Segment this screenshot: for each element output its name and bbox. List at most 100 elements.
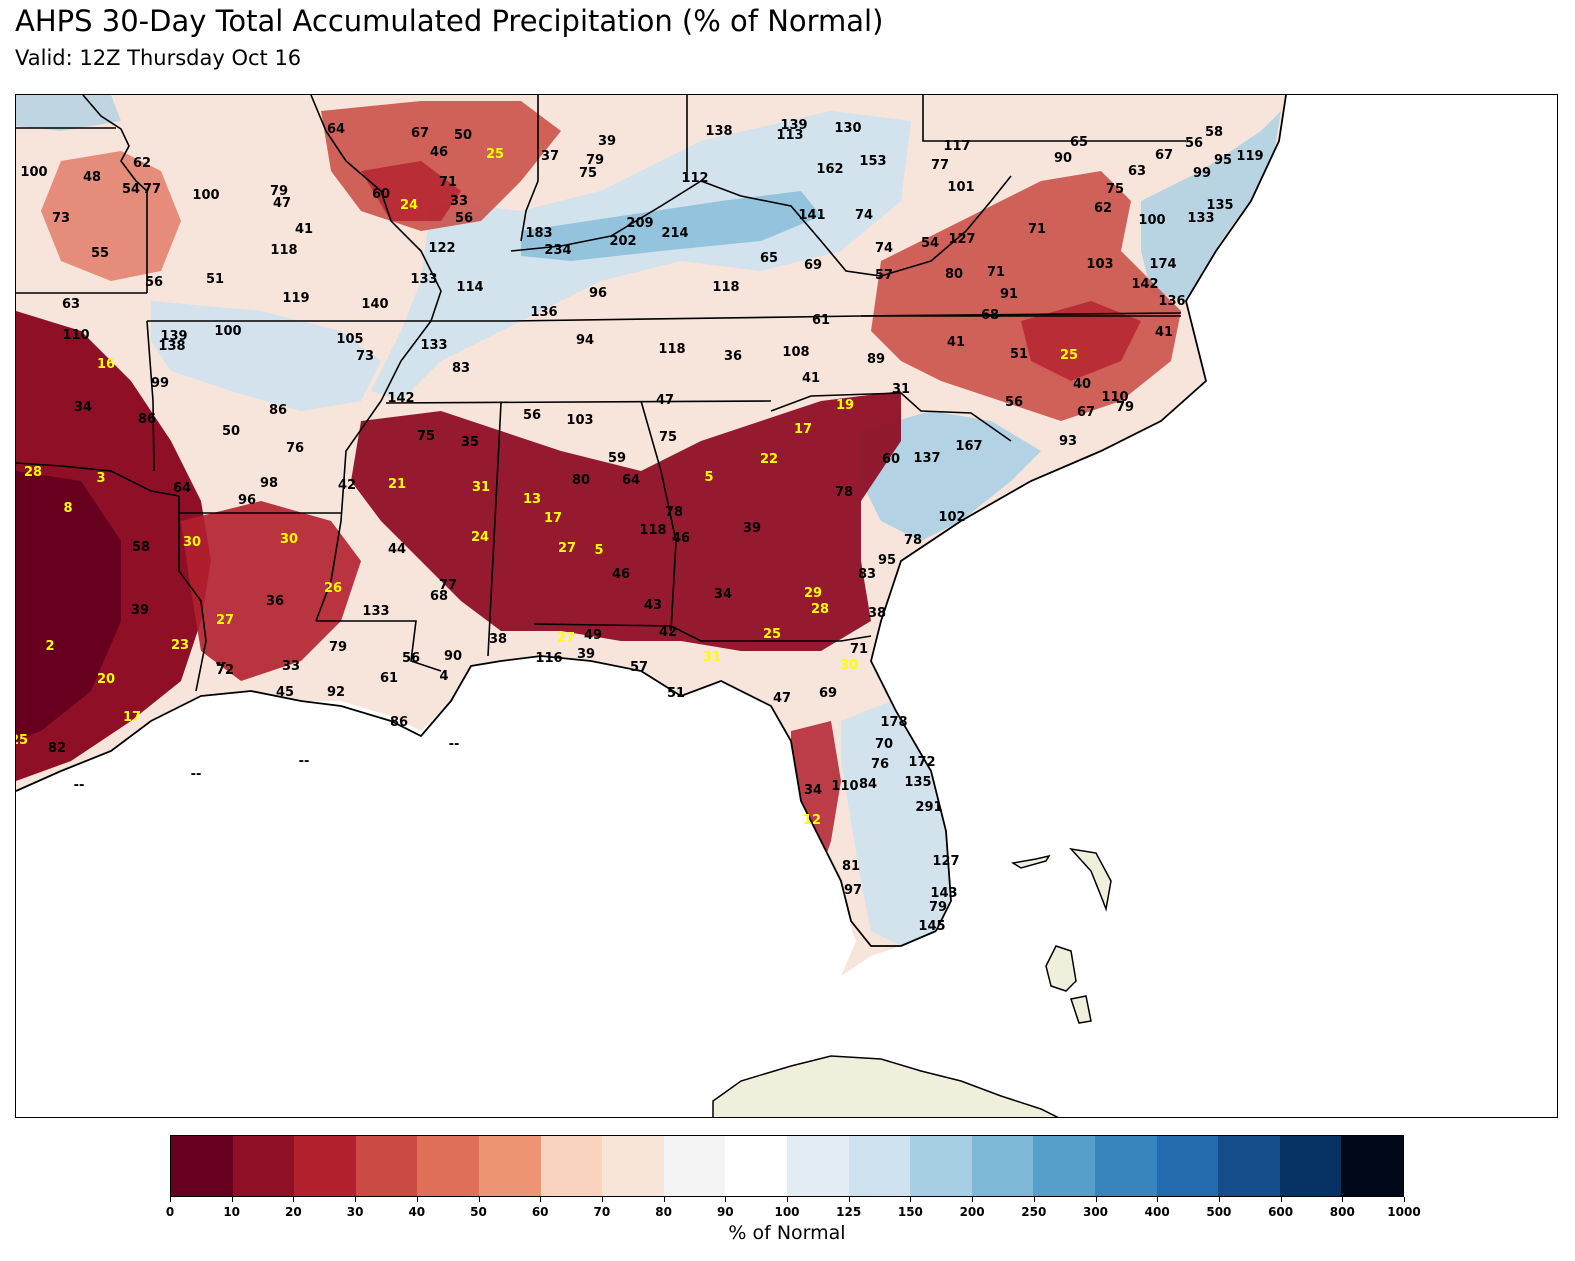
station-value-label: 58 — [1205, 125, 1223, 140]
station-value-label: -- — [216, 656, 227, 671]
station-value-label: -- — [449, 737, 460, 752]
station-value-label: 50 — [454, 128, 472, 143]
station-value-label: 99 — [151, 376, 169, 391]
station-value-label: 64 — [173, 481, 191, 496]
colorbar-segment — [1218, 1136, 1280, 1196]
station-value-label: 77 — [439, 578, 457, 593]
colorbar-tick-label: 20 — [285, 1205, 302, 1219]
station-value-label: 138 — [705, 124, 732, 139]
station-value-label: 67 — [1155, 148, 1173, 163]
station-value-label: 60 — [372, 187, 390, 202]
station-value-label: 25 — [1060, 348, 1078, 363]
station-value-label: 118 — [712, 280, 739, 295]
station-value-label: 93 — [1059, 434, 1077, 449]
border-ok-ar — [146, 320, 155, 472]
colorbar-tick-label: 300 — [1082, 1205, 1109, 1219]
station-value-label: 55 — [91, 246, 109, 261]
station-value-label: 25 — [763, 627, 781, 642]
station-value-label: 113 — [776, 128, 803, 143]
station-value-label: 76 — [286, 441, 304, 456]
colorbar-tick-label: 10 — [223, 1205, 241, 1219]
station-value-label: 127 — [932, 854, 959, 869]
station-value-label: 77 — [931, 158, 949, 173]
station-value-label: 29 — [804, 586, 822, 601]
station-value-label: 28 — [811, 602, 829, 617]
colorbar-tick-label: 80 — [655, 1205, 672, 1219]
colorbar-segment — [910, 1136, 972, 1196]
colorbar-tick-label: 150 — [897, 1205, 923, 1219]
station-value-label: 178 — [880, 715, 907, 730]
station-value-label: -- — [74, 778, 85, 793]
station-value-label: 23 — [171, 638, 189, 653]
bahamas-andros-south — [1070, 995, 1092, 1024]
colorbar-tick-label: 60 — [531, 1205, 549, 1219]
station-value-label: 12 — [803, 813, 821, 828]
colorbar-tick-label: 600 — [1268, 1205, 1294, 1219]
station-value-label: 62 — [1094, 201, 1112, 216]
colorbar-tick-label: 200 — [959, 1205, 985, 1219]
station-value-label: 61 — [380, 671, 398, 686]
station-value-label: 79 — [329, 640, 347, 655]
station-value-label: 95 — [878, 553, 896, 568]
station-value-label: 58 — [132, 540, 150, 555]
station-value-label: 100 — [20, 165, 47, 180]
border-oh-pa — [922, 95, 1186, 142]
station-value-label: 77 — [143, 182, 161, 197]
station-value-label: 214 — [661, 226, 688, 241]
station-value-label: 73 — [356, 349, 374, 364]
station-value-label: 25 — [486, 147, 504, 162]
border-ga-fl — [533, 623, 872, 642]
border-ks-mo-river — [82, 95, 148, 293]
station-value-label: 49 — [584, 628, 602, 643]
colorbar-tick — [416, 1197, 418, 1202]
station-value-label: 96 — [238, 493, 256, 508]
station-value-label: 133 — [420, 338, 447, 353]
border-ga-sc — [770, 392, 1012, 442]
station-value-label: 27 — [216, 613, 234, 628]
station-value-label: 37 — [541, 149, 559, 164]
colorbar — [170, 1135, 1404, 1197]
atlantic-coast — [870, 95, 1287, 932]
colorbar-tick — [231, 1197, 233, 1202]
colorbar-segment — [1279, 1136, 1342, 1196]
bahamas-andros — [1045, 945, 1077, 992]
station-value-label: 67 — [1077, 405, 1095, 420]
station-value-label: 16 — [97, 357, 115, 372]
colorbar-segment — [540, 1136, 603, 1196]
station-value-label: 95 — [1214, 153, 1232, 168]
station-value-label: 80 — [572, 473, 590, 488]
wet-core-kentucky — [521, 191, 821, 261]
station-value-label: 105 — [336, 332, 363, 347]
station-value-label: 291 — [915, 800, 942, 815]
station-value-label: 86 — [390, 715, 408, 730]
station-value-label: -- — [299, 754, 310, 769]
station-value-label: 65 — [1070, 135, 1088, 150]
station-value-label: 142 — [387, 391, 414, 406]
station-value-label: 68 — [981, 308, 999, 323]
colorbar-segment — [602, 1136, 664, 1196]
station-value-label: 64 — [622, 473, 640, 488]
station-value-label: 76 — [871, 757, 889, 772]
station-value-label: 122 — [428, 241, 455, 256]
station-value-label: 19 — [836, 398, 854, 413]
station-value-label: 41 — [295, 222, 313, 237]
station-value-label: 162 — [816, 162, 843, 177]
colorbar-tick-label: 125 — [836, 1205, 862, 1219]
station-value-label: 90 — [1054, 151, 1072, 166]
station-value-label: 34 — [74, 400, 92, 415]
station-value-label: 94 — [576, 333, 594, 348]
colorbar-tick-label: 50 — [470, 1205, 487, 1219]
map-title: AHPS 30-Day Total Accumulated Precipitat… — [15, 4, 884, 38]
colorbar-segment — [1341, 1136, 1403, 1196]
station-value-label: 56 — [455, 211, 473, 226]
station-value-label: 30 — [183, 535, 201, 550]
station-value-label: 145 — [918, 919, 945, 934]
station-value-label: 143 — [930, 886, 957, 901]
station-value-label: 100 — [214, 324, 241, 339]
ohio-river — [510, 175, 1012, 277]
wet-region-nw — [16, 95, 121, 131]
mississippi-river — [310, 95, 442, 622]
station-value-label: 118 — [658, 342, 685, 357]
station-value-label: 34 — [804, 783, 822, 798]
border-ms-al — [487, 402, 502, 657]
